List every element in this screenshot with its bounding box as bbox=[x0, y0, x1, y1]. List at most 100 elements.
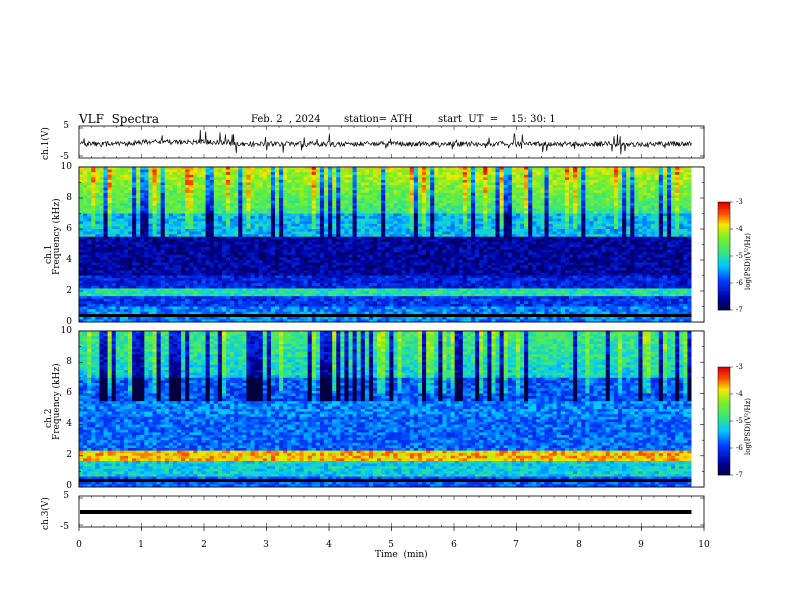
spectrogram-cell bbox=[91, 172, 96, 176]
spectrogram-cell bbox=[450, 200, 456, 204]
spectrogram-cell bbox=[605, 187, 611, 191]
spectrogram-cell bbox=[275, 203, 280, 207]
spectrogram-cell bbox=[630, 195, 635, 199]
spectrogram-cell bbox=[168, 244, 174, 248]
spectrogram-cell bbox=[254, 205, 260, 209]
spectrogram-cell bbox=[658, 169, 664, 173]
spectrogram-cell bbox=[128, 236, 133, 240]
spectrogram-cell bbox=[520, 229, 525, 232]
spectrogram-cell bbox=[160, 216, 166, 220]
spectrogram-cell bbox=[368, 221, 374, 225]
spectrogram-cell bbox=[381, 218, 386, 222]
spectrogram-cell bbox=[650, 216, 656, 220]
spectrogram-cell bbox=[115, 195, 121, 199]
spectrogram-cell bbox=[634, 190, 639, 194]
spectrogram-cell bbox=[385, 216, 390, 220]
spectrogram-cell bbox=[389, 198, 394, 201]
spectrogram-cell bbox=[348, 192, 353, 196]
spectrogram-cell bbox=[548, 190, 554, 194]
spectrogram-cell bbox=[299, 169, 304, 173]
spectrogram-cell bbox=[646, 239, 652, 243]
spectrogram-cell bbox=[250, 221, 255, 225]
spectrogram-cell bbox=[373, 195, 378, 199]
spectrogram-cell bbox=[275, 218, 280, 222]
spectrogram-cell bbox=[593, 200, 598, 204]
spectrogram-cell bbox=[626, 221, 631, 225]
spectrogram-cell bbox=[364, 239, 370, 243]
spectrogram-cell bbox=[156, 172, 162, 176]
spectrogram-cell bbox=[230, 172, 235, 176]
spectrogram-cell bbox=[524, 231, 529, 235]
spectrogram-cell bbox=[91, 213, 96, 217]
spectrogram-cell bbox=[373, 179, 378, 183]
spectrogram-cell bbox=[119, 241, 125, 245]
spectrogram-cell bbox=[234, 169, 239, 173]
spectrogram-cell bbox=[520, 172, 525, 176]
spectrogram-cell bbox=[401, 223, 407, 227]
spectrogram-cell bbox=[185, 218, 190, 222]
spectrogram-cell bbox=[242, 198, 247, 201]
spectrogram-cell bbox=[377, 172, 382, 176]
spectrogram-cell bbox=[654, 234, 660, 238]
spectrogram-cell bbox=[352, 221, 358, 225]
spectrogram-cell bbox=[83, 200, 88, 204]
spectrogram-cell bbox=[356, 213, 362, 217]
spectrogram-cell bbox=[275, 200, 280, 204]
spectrogram-cell bbox=[107, 185, 113, 189]
spectrogram-cell bbox=[275, 198, 280, 201]
spectrogram-cell bbox=[438, 187, 443, 191]
spectrogram-cell bbox=[360, 239, 366, 243]
spectrogram-cell bbox=[626, 192, 631, 196]
spectrogram-cell bbox=[91, 218, 96, 222]
spectrogram-cell bbox=[291, 239, 296, 243]
spectrogram-cell bbox=[515, 234, 521, 238]
spectrogram-cell bbox=[270, 210, 276, 214]
spectrogram-cell bbox=[687, 218, 692, 222]
spectrogram-cell bbox=[168, 241, 174, 245]
spectrogram-cell bbox=[671, 226, 676, 230]
spectrogram-cell bbox=[324, 236, 329, 240]
spectrogram-cell bbox=[221, 229, 227, 232]
spectrogram-cell bbox=[524, 172, 529, 176]
spectrogram-cell bbox=[495, 200, 500, 204]
spectrogram-cell bbox=[675, 236, 680, 240]
spectrogram-cell bbox=[646, 234, 652, 238]
spectrogram-cell bbox=[401, 200, 407, 204]
spectrogram-cell bbox=[654, 205, 660, 209]
spectrogram-cell bbox=[560, 223, 566, 227]
spectrogram-cell bbox=[450, 241, 456, 245]
spectrogram-cell bbox=[279, 218, 284, 222]
spectrogram-cell bbox=[213, 190, 219, 194]
spectrogram-cell bbox=[128, 216, 133, 220]
spectrogram-cell bbox=[242, 174, 247, 178]
spectrogram-cell bbox=[397, 192, 402, 196]
spectrogram-cell bbox=[613, 223, 619, 227]
spectrogram-cell bbox=[662, 185, 668, 189]
spectrogram-cell bbox=[213, 192, 219, 196]
spectrogram-cell bbox=[185, 239, 190, 243]
spectrogram-cell bbox=[172, 218, 178, 222]
spectrogram-cell bbox=[446, 187, 451, 191]
spectrogram-cell bbox=[230, 192, 235, 196]
spectrogram-cell bbox=[356, 185, 362, 189]
spectrogram-cell bbox=[446, 200, 451, 204]
spectrogram-cell bbox=[524, 192, 529, 196]
spectrogram-cell bbox=[593, 218, 598, 222]
spectrogram-cell bbox=[336, 205, 341, 209]
spectrogram-cell bbox=[319, 182, 325, 186]
spectrogram-cell bbox=[430, 187, 435, 191]
spectrogram-cell bbox=[487, 213, 492, 217]
spectrogram-cell bbox=[520, 218, 525, 222]
spectrogram-cell bbox=[291, 216, 296, 220]
spectrogram-cell bbox=[254, 244, 260, 248]
spectrogram-cell bbox=[283, 169, 288, 173]
spectrogram-cell bbox=[552, 218, 558, 222]
spectrogram-cell bbox=[217, 195, 223, 199]
spectrogram-cell bbox=[609, 190, 615, 194]
spectrogram-cell bbox=[385, 221, 390, 225]
spectrogram-cell bbox=[352, 192, 358, 196]
spectrogram-cell bbox=[491, 223, 496, 227]
spectrogram-cell bbox=[283, 172, 288, 176]
spectrogram-cell bbox=[662, 236, 668, 240]
spectrogram-cell bbox=[262, 174, 268, 178]
